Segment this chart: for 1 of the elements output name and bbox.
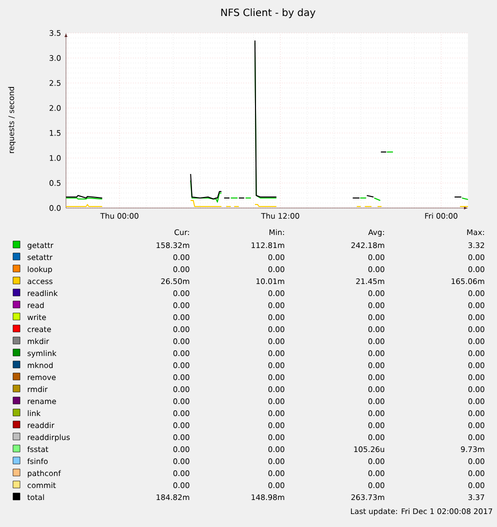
chart-title: NFS Client - by day [221,8,316,18]
